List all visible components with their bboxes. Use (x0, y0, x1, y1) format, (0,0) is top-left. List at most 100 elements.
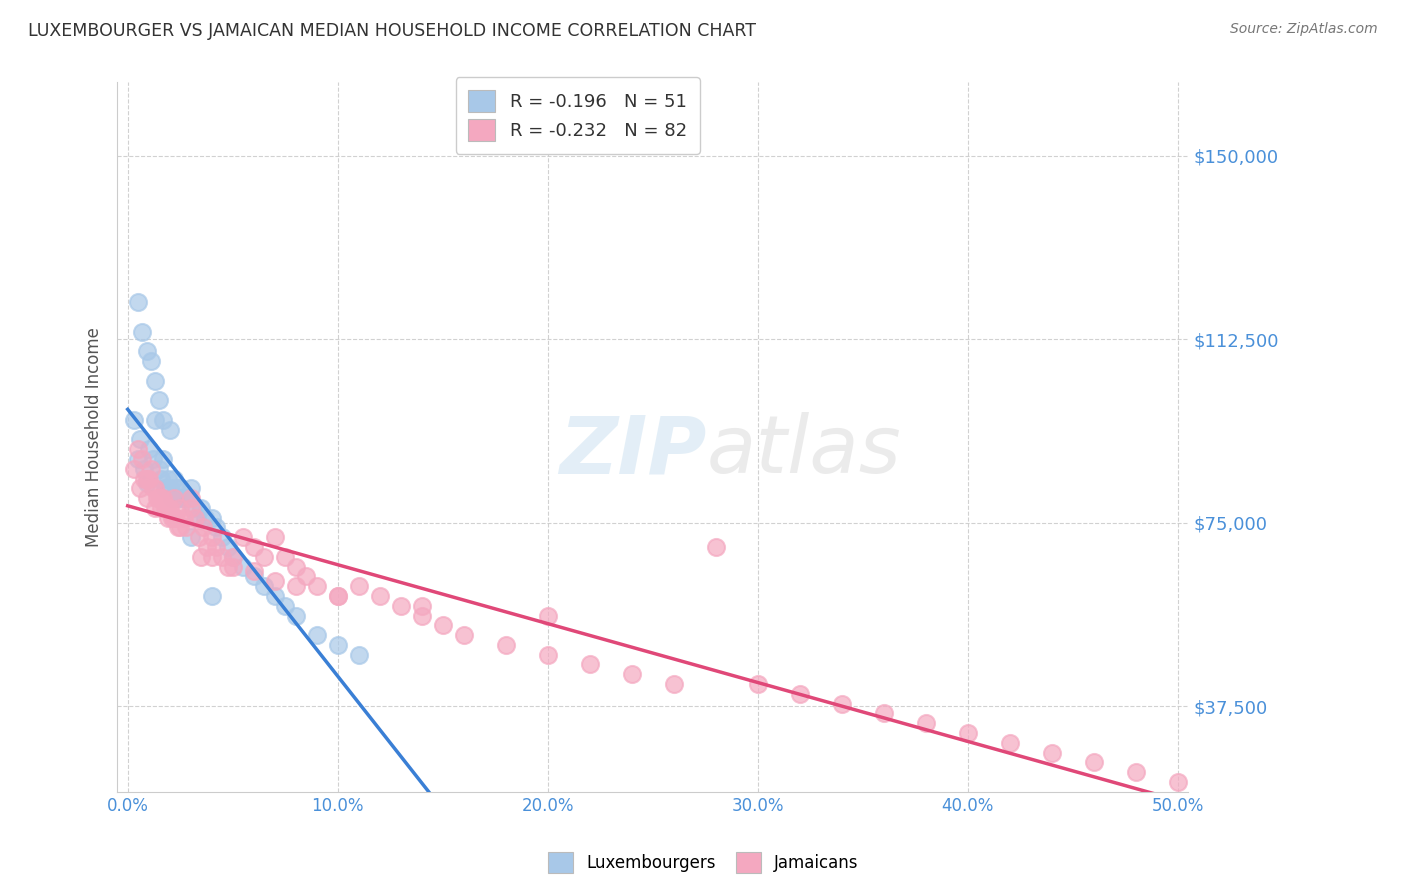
Point (156, 471, 179, 485)
Point (139, 461, 162, 475)
Point (914, 716, 936, 731)
Y-axis label: Median Household Income: Median Household Income (86, 327, 103, 547)
Point (242, 569, 264, 583)
Point (135, 476, 157, 491)
Point (167, 491, 190, 505)
Point (159, 423, 181, 437)
Text: Source: ZipAtlas.com: Source: ZipAtlas.com (1230, 22, 1378, 37)
Point (176, 491, 198, 505)
Point (156, 500, 179, 515)
Point (1167, 775, 1189, 789)
Point (232, 559, 254, 574)
Point (167, 520, 190, 534)
Point (169, 520, 191, 534)
Point (142, 452, 165, 467)
Point (263, 574, 285, 589)
Point (326, 589, 349, 603)
Legend: Luxembourgers, Jamaicans: Luxembourgers, Jamaicans (541, 846, 865, 880)
Point (181, 500, 204, 515)
Point (495, 638, 517, 652)
Point (134, 461, 156, 475)
Point (165, 510, 187, 524)
Point (146, 491, 169, 505)
Point (159, 500, 181, 515)
Point (127, 295, 149, 310)
Point (263, 589, 285, 603)
Point (142, 481, 165, 495)
Point (193, 520, 215, 534)
Text: ZIP: ZIP (558, 412, 706, 490)
Point (129, 481, 152, 495)
Point (284, 579, 307, 593)
Point (620, 667, 643, 681)
Point (127, 442, 149, 457)
Point (194, 510, 217, 524)
Point (347, 579, 370, 593)
Point (143, 413, 166, 427)
Point (253, 549, 276, 564)
Point (173, 491, 195, 505)
Point (221, 549, 243, 564)
Point (138, 471, 160, 485)
Point (152, 452, 174, 467)
Point (163, 510, 186, 524)
Point (129, 433, 152, 447)
Point (180, 530, 202, 544)
Point (211, 549, 233, 564)
Point (131, 325, 153, 339)
Point (578, 657, 600, 672)
Point (218, 540, 240, 554)
Point (122, 413, 145, 427)
Point (242, 540, 264, 554)
Point (159, 481, 181, 495)
Point (537, 608, 560, 623)
Point (789, 687, 811, 701)
Point (165, 481, 187, 495)
Point (197, 540, 219, 554)
Point (211, 530, 233, 544)
Point (143, 481, 166, 495)
Point (274, 549, 297, 564)
Point (148, 491, 170, 505)
Point (143, 374, 166, 388)
Point (131, 452, 153, 467)
Point (138, 442, 160, 457)
Point (326, 638, 349, 652)
Point (190, 500, 212, 515)
Point (411, 608, 433, 623)
Point (368, 589, 391, 603)
Point (155, 500, 177, 515)
Point (956, 726, 979, 740)
Point (274, 599, 297, 613)
Point (221, 559, 243, 574)
Point (150, 471, 173, 485)
Point (155, 481, 177, 495)
Point (1040, 746, 1063, 760)
Point (305, 579, 328, 593)
Point (134, 471, 156, 485)
Point (201, 510, 224, 524)
Point (326, 589, 349, 603)
Point (998, 736, 1021, 750)
Point (180, 481, 202, 495)
Point (180, 500, 202, 515)
Point (263, 530, 285, 544)
Point (284, 559, 307, 574)
Point (432, 618, 454, 632)
Point (160, 510, 183, 524)
Point (205, 520, 228, 534)
Point (347, 648, 370, 662)
Point (163, 471, 186, 485)
Point (186, 510, 208, 524)
Point (411, 599, 433, 613)
Point (188, 530, 211, 544)
Point (305, 628, 328, 642)
Point (201, 549, 224, 564)
Point (205, 540, 228, 554)
Point (122, 461, 145, 475)
Point (253, 579, 276, 593)
Point (872, 706, 894, 721)
Point (389, 599, 412, 613)
Point (148, 461, 170, 475)
Point (160, 491, 183, 505)
